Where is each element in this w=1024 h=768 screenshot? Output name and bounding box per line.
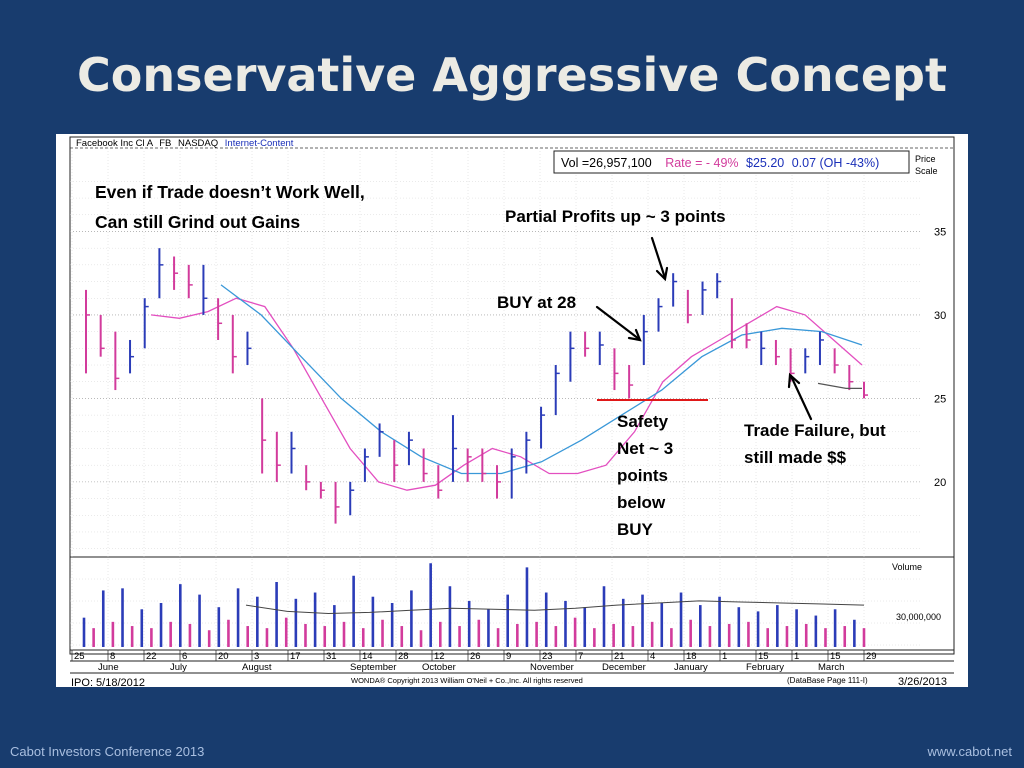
stock-chart: Facebook Inc Cl A FB NASDAQ Internet-Con… [69, 136, 955, 689]
month-label: August [242, 662, 272, 673]
svg-text:Vol =26,957,100 Rate = -: Vol =26,957,100 Rate = - 49% $25.20 0.07… [561, 156, 879, 170]
volume-bars [82, 563, 866, 647]
day-tick-label: 21 [614, 651, 625, 662]
date-axis: 25 8 22 6 20 3 17 31 14 28 12 26 9 23 7 21 4 18 1 15 1 15 29 Ju… [71, 650, 877, 673]
volume-average [245, 600, 865, 615]
day-tick-label: 1 [794, 651, 799, 662]
slide-title: Conservative Aggressive Concept [77, 48, 947, 102]
rate-text: Rate = - 49% [665, 156, 738, 170]
day-tick-label: 1 [722, 651, 727, 662]
day-tick-label: 25 [74, 651, 85, 662]
industry-name: Internet-Content [225, 138, 294, 149]
month-label: February [746, 662, 784, 673]
price-tick-30: 30 [934, 310, 946, 322]
day-tick-label: 15 [758, 651, 769, 662]
day-tick-label: 18 [686, 651, 697, 662]
day-tick-label: 8 [110, 651, 115, 662]
day-tick-label: 28 [398, 651, 409, 662]
chart-frame [69, 136, 955, 655]
price-tick-labels: 20 25 30 35 [934, 226, 946, 488]
day-tick-label: 7 [578, 651, 583, 662]
copyright-text: WONDA® Copyright 2013 William O'Neil + C… [351, 676, 583, 685]
day-tick-label: 29 [866, 651, 877, 662]
arrow-partial-profits [650, 236, 669, 282]
month-label: March [818, 662, 844, 673]
price-tick-20: 20 [934, 477, 946, 489]
day-tick-label: 23 [542, 651, 553, 662]
annotation-failure-line2: still made $$ [744, 448, 847, 467]
month-label: October [422, 662, 456, 673]
annotation-safety-5: BUY [617, 520, 654, 539]
volume-text: Vol =26,957,100 [561, 156, 652, 170]
day-tick-label: 31 [326, 651, 337, 662]
annotation-safety-2: Net ~ 3 [617, 439, 673, 458]
annotation-safety-1: Safety [617, 412, 669, 431]
annotation-buy: BUY at 28 [497, 293, 576, 312]
annotation-partial-profits: Partial Profits up ~ 3 points [505, 207, 726, 226]
database-page: (DataBase Page 111-I) [787, 676, 868, 685]
moving-average-fast [150, 297, 863, 491]
annotation-grind-line2: Can still Grind out Gains [95, 212, 300, 232]
moving-average-slow-line [220, 284, 863, 475]
volume-label: Volume [892, 562, 922, 572]
annotation-grind-line1: Even if Trade doesn’t Work Well, [95, 182, 365, 202]
day-tick-label: 4 [650, 651, 655, 662]
late-moving-average [817, 382, 862, 389]
annotation-safety-4: below [617, 493, 666, 512]
day-tick-label: 9 [506, 651, 511, 662]
change-text: 0.07 (OH -43%) [792, 156, 880, 170]
day-tick-label: 17 [290, 651, 301, 662]
day-tick-label: 22 [146, 651, 157, 662]
price-scale-label-2: Scale [915, 166, 938, 176]
moving-average-fast-line [150, 297, 863, 491]
volume-tick-label: 30,000,000 [896, 612, 941, 622]
price-tick-35: 35 [934, 226, 946, 238]
day-tick-label: 26 [470, 651, 481, 662]
day-tick-label: 20 [218, 651, 229, 662]
month-label: July [170, 662, 187, 673]
late-moving-average-line [817, 382, 862, 389]
company-name: Facebook Inc Cl A [76, 138, 154, 149]
price-grid [70, 148, 922, 650]
moving-average-slow [220, 284, 863, 475]
footer-conference: Cabot Investors Conference 2013 [10, 744, 205, 759]
volume-average-line [245, 600, 865, 615]
day-tick-label: 12 [434, 651, 445, 662]
month-label: June [98, 662, 119, 673]
ticker-symbol: FB [159, 138, 171, 149]
stock-chart-panel: Facebook Inc Cl A FB NASDAQ Internet-Con… [56, 134, 968, 689]
ipo-date: IPO: 5/18/2012 [71, 677, 145, 687]
day-tick-label: 15 [830, 651, 841, 662]
annotation-safety-3: points [617, 466, 668, 485]
svg-text:Facebook Inc Cl A FB: Facebook Inc Cl A FB NASDAQ Internet-Con… [76, 138, 294, 149]
day-tick-label: 14 [362, 651, 373, 662]
exchange-name: NASDAQ [178, 138, 218, 149]
day-tick-label: 3 [254, 651, 259, 662]
annotation-failure-line1: Trade Failure, but [744, 421, 886, 440]
volume-grid [70, 578, 922, 646]
arrow-buy [595, 305, 642, 342]
footer-website: www.cabot.net [927, 744, 1012, 759]
price-scale-label-1: Price [915, 154, 936, 164]
price-tick-25: 25 [934, 393, 946, 405]
day-tick-label: 6 [182, 651, 187, 662]
stats-box [553, 150, 910, 174]
month-label: January [674, 662, 708, 673]
month-label: December [602, 662, 646, 673]
month-label: November [530, 662, 574, 673]
arrow-trade-failure [787, 372, 813, 421]
price-text: $25.20 [746, 156, 784, 170]
month-label: September [350, 662, 396, 673]
chart-date: 3/26/2013 [898, 676, 947, 687]
